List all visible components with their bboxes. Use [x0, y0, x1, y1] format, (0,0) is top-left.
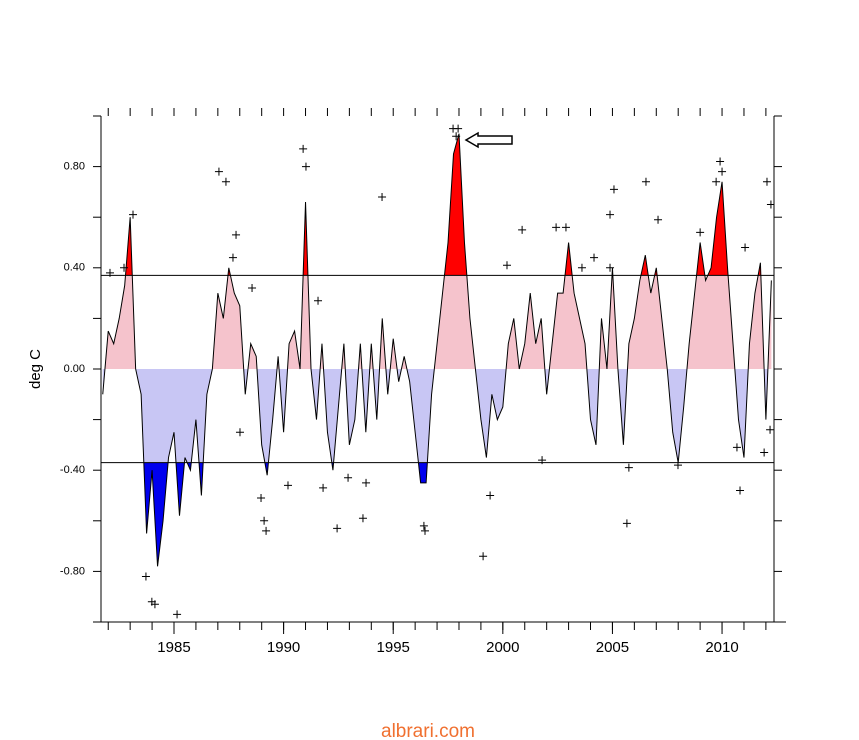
point [221, 177, 230, 186]
point [319, 483, 328, 492]
y-axis-label: deg C [27, 349, 44, 389]
point [654, 215, 663, 224]
y-tick-label: -0.40 [60, 464, 85, 476]
point [344, 473, 353, 482]
x-tick-label: 1995 [377, 639, 410, 656]
point [362, 478, 371, 487]
x-tick-label: 2010 [705, 639, 738, 656]
y-tick-label: 0.00 [64, 363, 85, 375]
point [606, 263, 615, 272]
point [716, 157, 725, 166]
y-tick-label: 0.40 [64, 262, 85, 274]
point [502, 261, 511, 270]
point [141, 572, 150, 581]
point [283, 481, 292, 490]
point [552, 223, 561, 232]
axes: -0.80 -0.40 0.00 0.40 0.80 1985 1990 1995 2000 20… [60, 108, 786, 656]
point [419, 521, 428, 530]
point [228, 253, 237, 262]
point [314, 296, 323, 305]
x-tick-label: 1990 [267, 639, 300, 656]
point [150, 600, 159, 609]
point [577, 263, 586, 272]
point [299, 144, 308, 153]
point [421, 526, 430, 535]
arrow-annotation [464, 131, 513, 149]
point [301, 162, 310, 171]
point [624, 463, 633, 472]
point [257, 494, 266, 503]
point [606, 210, 615, 219]
point [378, 192, 387, 201]
point [590, 253, 599, 262]
point [454, 124, 463, 133]
point [358, 514, 367, 523]
point [741, 243, 750, 252]
point [235, 428, 244, 437]
point [232, 230, 241, 239]
point [129, 210, 138, 219]
area-below-zero [102, 369, 772, 567]
point [762, 177, 771, 186]
point [641, 177, 650, 186]
point [248, 284, 257, 293]
point [518, 225, 527, 234]
area-fills [102, 124, 774, 619]
point [260, 516, 269, 525]
point [736, 486, 745, 495]
point [712, 177, 721, 186]
point [486, 491, 495, 500]
point [718, 167, 727, 176]
x-tick-label: 2000 [486, 639, 519, 656]
point [479, 552, 488, 561]
point [173, 610, 182, 619]
point [333, 524, 342, 533]
anomaly-line [102, 133, 772, 567]
area-above-zero [102, 133, 772, 369]
point [760, 448, 769, 457]
point [696, 228, 705, 237]
point [609, 185, 618, 194]
point [262, 526, 271, 535]
y-tick-label: 0.80 [64, 161, 85, 173]
point [120, 263, 129, 272]
x-tick-label: 1985 [157, 639, 190, 656]
y-tick-label: -0.80 [60, 565, 85, 577]
point [732, 443, 741, 452]
footer: albrari.com [381, 721, 475, 740]
x-tick-label: 2005 [596, 639, 629, 656]
point [766, 425, 774, 434]
point [452, 132, 461, 141]
point [214, 167, 223, 176]
point [622, 519, 631, 528]
point [561, 223, 570, 232]
